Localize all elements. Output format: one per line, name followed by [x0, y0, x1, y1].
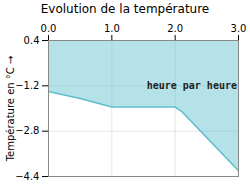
svg-text:1.0: 1.0	[104, 23, 120, 34]
svg-text:Température en °C →: Température en °C →	[5, 56, 16, 163]
svg-text:−2.8: −2.8	[15, 125, 39, 136]
html-text:Evolution de la température: Evolution de la température	[40, 2, 210, 16]
svg-text:3.0: 3.0	[231, 23, 247, 34]
svg-text:0.4: 0.4	[24, 35, 40, 46]
svg-text:2.0: 2.0	[167, 23, 183, 34]
svg-text:heure par heure: heure par heure	[147, 80, 237, 91]
svg-text:0.0: 0.0	[41, 23, 57, 34]
svg-text:−4.4: −4.4	[15, 171, 39, 182]
svg-text:−1.2: −1.2	[15, 80, 39, 91]
